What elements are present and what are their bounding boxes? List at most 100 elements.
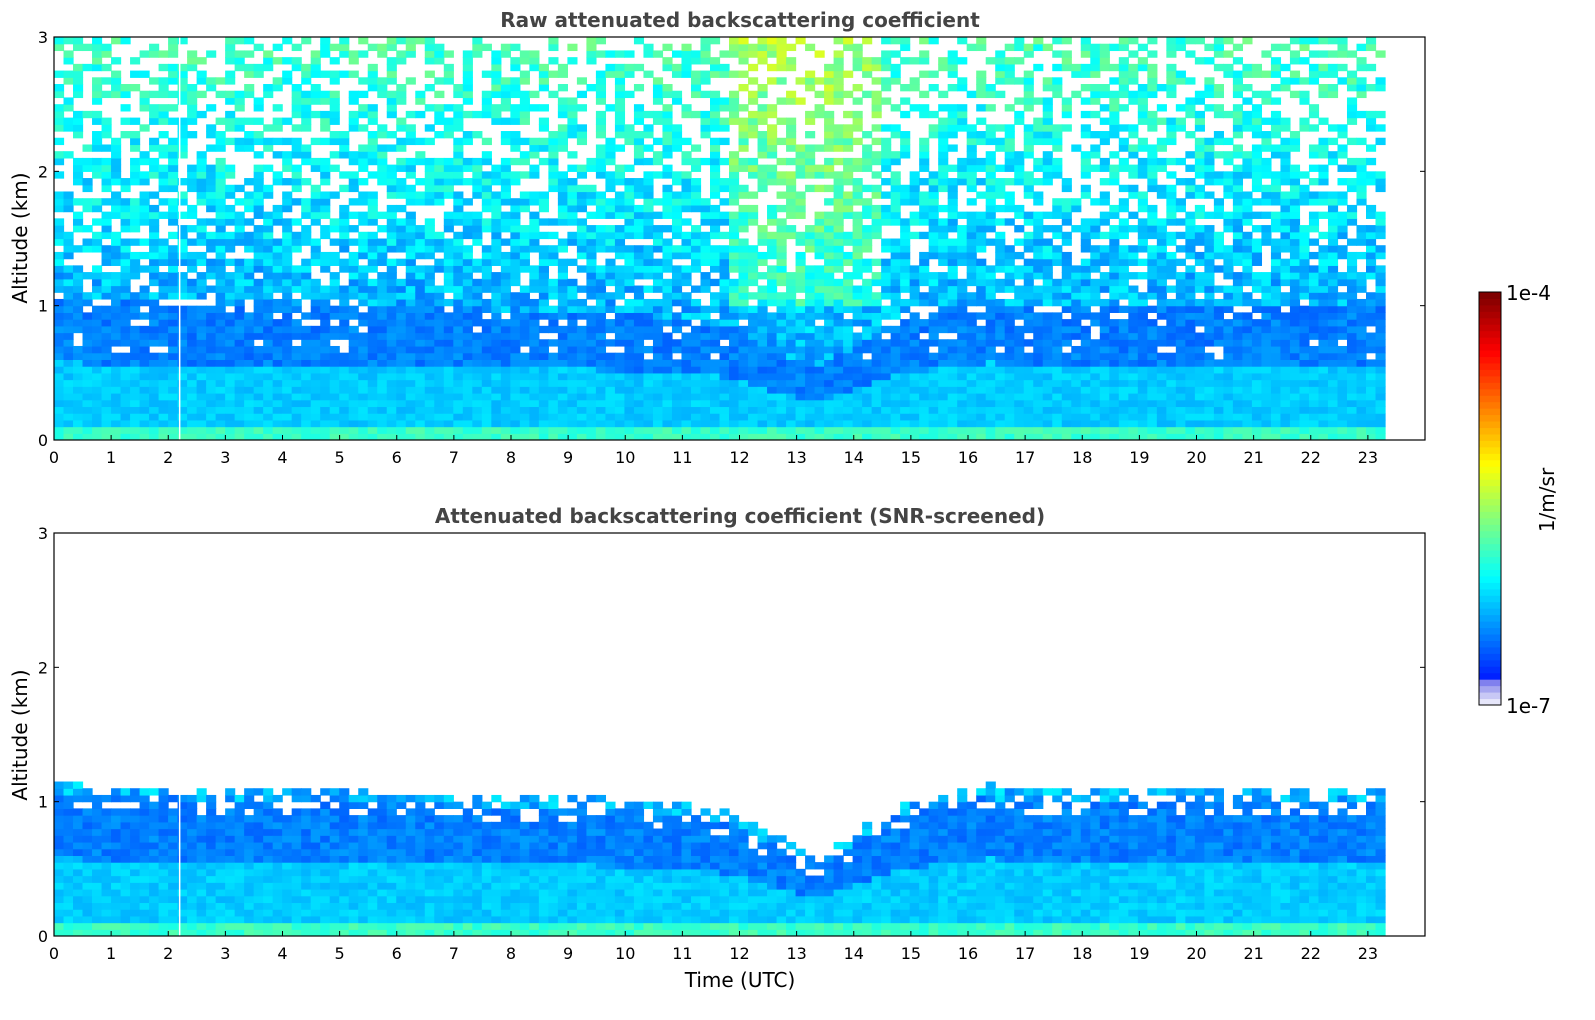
heatmap-cell [282,345,293,354]
heatmap-cell [396,178,407,186]
heatmap-cell [890,191,901,199]
heatmap-cell [481,265,492,273]
heatmap-cell [567,191,578,199]
heatmap-cell [776,305,787,313]
heatmap-cell [833,258,844,266]
heatmap-cell [690,245,702,253]
heatmap-cell [776,278,787,287]
heatmap-cell [729,265,740,273]
heatmap-cell [890,77,901,85]
heatmap-cell [643,204,654,213]
heatmap-cell [177,97,188,105]
heatmap-cell [748,63,759,72]
heatmap-cell [234,90,245,99]
heatmap-cell [139,339,150,347]
heatmap-cell [890,251,901,260]
heatmap-cell [557,433,568,440]
heatmap-cell [244,419,255,428]
heatmap-cell [966,272,977,280]
heatmap-cell [938,144,949,152]
heatmap-cell [1061,379,1072,387]
heatmap-cell [1090,278,1101,287]
heatmap-cell [367,198,378,206]
heatmap-cell [1090,406,1101,414]
heatmap-cell [852,50,863,58]
heatmap-cell [643,225,654,233]
heatmap-cell [168,63,179,72]
heatmap-cell [63,245,74,253]
heatmap-cell [833,63,844,72]
heatmap-cell [415,251,426,260]
heatmap-cell [567,433,578,440]
heatmap-cell [586,352,597,360]
heatmap-cell [263,359,274,367]
heatmap-cell [339,366,350,374]
heatmap-cell [833,184,844,193]
heatmap-cell [92,57,103,65]
heatmap-cell [386,372,397,381]
heatmap-cell [757,90,768,99]
heatmap-cell [329,97,340,105]
heatmap-cell [1004,386,1015,394]
heatmap-cell [196,198,207,206]
heatmap-cell [320,426,331,434]
heatmap-cell [1061,57,1072,65]
heatmap-cell [671,97,683,105]
heatmap-cell [196,392,207,401]
heatmap-cell [481,419,492,428]
heatmap-cell [158,352,169,360]
heatmap-cell [358,178,369,186]
heatmap-cell [491,258,502,266]
heatmap-cell [947,184,958,193]
heatmap-cell [957,359,968,367]
heatmap-cell [149,372,160,381]
heatmap-cell [120,251,131,260]
heatmap-cell [662,225,673,233]
heatmap-cell [1080,372,1091,381]
heatmap-cell [748,245,759,253]
heatmap-cell [871,204,882,213]
heatmap-cell [263,305,274,313]
heatmap-cell [82,225,93,233]
heatmap-cell [244,198,255,206]
heatmap-cell [985,211,996,219]
heatmap-cell [1052,144,1063,152]
heatmap-cell [1109,359,1120,367]
heatmap-cell [671,171,683,179]
heatmap-cell [776,372,787,381]
heatmap-cell [111,339,122,347]
heatmap-cell [900,413,911,421]
heatmap-cell [462,419,473,428]
heatmap-cell [63,298,74,307]
heatmap-cell [938,359,949,367]
heatmap-cell [662,386,673,394]
heatmap-cell [310,50,321,58]
heatmap-cell [919,366,930,374]
heatmap-cell [985,426,996,434]
heatmap-cell [805,379,816,387]
heatmap-cell [557,131,568,139]
heatmap-cell [424,57,435,65]
heatmap-cell [529,345,540,354]
heatmap-cell [700,285,711,293]
heatmap-cell [453,251,464,260]
heatmap-cell [805,110,816,119]
heatmap-cell [462,178,473,186]
heatmap-cell [215,251,226,260]
heatmap-cell [1071,225,1082,233]
heatmap-cell [871,258,882,266]
heatmap-cell [196,312,207,320]
heatmap-cell [890,124,901,132]
heatmap-cell [291,366,302,374]
heatmap-cell [510,399,521,408]
heatmap-cell [719,399,730,408]
heatmap-cell [748,426,759,434]
heatmap-cell [548,319,559,327]
heatmap-cell [1061,218,1072,226]
heatmap-cell [111,325,122,334]
heatmap-cell [871,372,882,381]
heatmap-cell [149,298,160,307]
heatmap-cell [1090,399,1101,408]
heatmap-cell [928,231,939,240]
heatmap-cell [586,231,597,240]
